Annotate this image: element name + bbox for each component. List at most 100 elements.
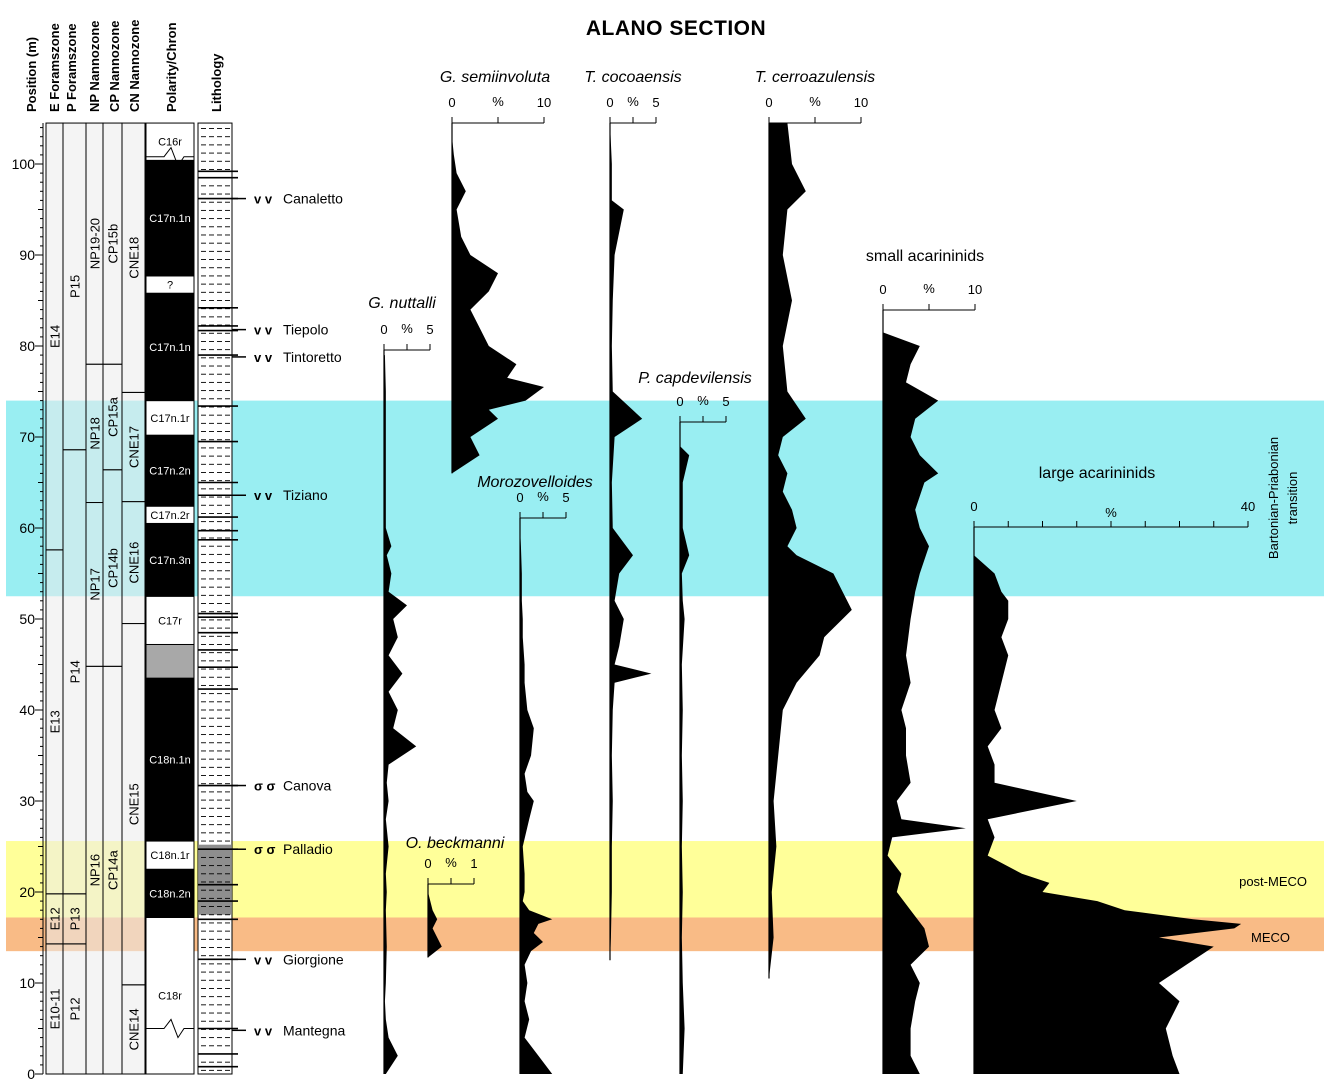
- profile-area-p-capdevilensis: [680, 446, 690, 1075]
- scale-min-label: 0: [448, 95, 455, 110]
- axis-tick-label: 10: [19, 975, 35, 991]
- profile-area-small-acarininids: [883, 332, 966, 1075]
- band-label-bartonian: Bartonian-Priabonian: [1266, 437, 1281, 559]
- np-nannozone-header: NP Nannozone: [87, 21, 102, 113]
- scale-max-label: 10: [854, 95, 868, 110]
- position-axis-label: Position (m): [24, 37, 39, 112]
- chron-c17n-1r-9: [145, 400, 195, 436]
- marker-levels: v v Canaletto v v Tiepolo v v Tintoretto v v Ti…: [232, 191, 345, 1038]
- series-title-small-acarininids: small acarininids: [866, 248, 984, 265]
- scale-unit-label: %: [809, 94, 821, 109]
- series-title-t-cerroazulensis: T. cerroazulensis: [755, 69, 875, 86]
- chron-c17n-1n-10: [145, 292, 195, 402]
- level-marker-tintoretto: v v: [254, 350, 273, 365]
- axis-tick-label: 100: [12, 156, 36, 172]
- zone-label-e12: E12: [48, 907, 63, 930]
- band-label-post-meco: post-MECO: [1239, 874, 1307, 889]
- cn-nannozone-header: CN Nannozone: [127, 20, 142, 112]
- level-name-canaletto: Canaletto: [283, 191, 343, 207]
- series-t-cocoaensis: 0% 5 T. cocoaensis: [584, 69, 682, 961]
- scale-unit-label: %: [627, 94, 639, 109]
- series-title-g-semiinvoluta: G. semiinvoluta: [440, 69, 550, 86]
- chron-c17r-5: [145, 595, 195, 645]
- series-small-acarininids: 0% 10 small acarininids: [866, 248, 984, 1075]
- scale-unit-label: %: [1105, 505, 1117, 520]
- profile-area-morozovelloides: [520, 528, 553, 1074]
- series-o-beckmanni: 0% 1 O. beckmanni: [406, 835, 505, 958]
- biozone-columns: E10-11 E12 E13 E14 P12 P13 P14 P15 NP16 NP17 NP18 N…: [45, 122, 146, 1075]
- zone-label-p13: P13: [68, 907, 83, 930]
- axis-tick-label: 80: [19, 338, 35, 354]
- zone-label-np17: NP17: [88, 568, 103, 601]
- scale-min-label: 0: [970, 499, 977, 514]
- chron-label: C18n.2n: [149, 888, 191, 900]
- chron-label: C17n.3n: [149, 555, 191, 567]
- scale-max-label: 10: [968, 282, 982, 297]
- series-large-acarininids: 0% 40 large acarininids: [970, 465, 1255, 1074]
- chron-c17n-2n-8: [145, 434, 195, 507]
- chron-label: C18n.1n: [149, 755, 191, 767]
- zone-label-cne16: CNE16: [127, 542, 142, 584]
- chron-c16r-13: [145, 122, 195, 161]
- scale-min-label: 0: [424, 856, 431, 871]
- scale-unit-label: %: [697, 393, 709, 408]
- series-title-p-capdevilensis: P. capdevilensis: [638, 370, 752, 387]
- zone-label-e10-11: E10-11: [48, 988, 63, 1029]
- band-label-transition: transition: [1285, 472, 1300, 525]
- profile-area-g-nuttalli: [384, 355, 417, 1075]
- chron-label: C17r: [158, 615, 182, 627]
- axis-tick-label: 30: [19, 793, 35, 809]
- scale-unit-label: %: [401, 321, 413, 336]
- level-marker-tiziano: v v: [254, 488, 273, 503]
- axis-tick-label: 90: [19, 247, 35, 263]
- axis-tick-label: 0: [27, 1066, 35, 1079]
- level-name-mantegna: Mantegna: [283, 1022, 345, 1038]
- band-label-meco: MECO: [1251, 930, 1290, 945]
- chron-gap-4: [145, 643, 195, 679]
- scale-max-label: 10: [537, 95, 551, 110]
- level-name-tintoretto: Tintoretto: [283, 349, 342, 365]
- zone-label-cp14a: CP14a: [106, 850, 121, 891]
- chron-label: C17n.2n: [149, 466, 191, 478]
- chron-label: C17n.1r: [150, 413, 189, 425]
- axis-tick-label: 40: [19, 702, 35, 718]
- series-title-o-beckmanni: O. beckmanni: [406, 835, 505, 852]
- scale-unit-label: %: [492, 94, 504, 109]
- chart-title: ALANO SECTION: [586, 17, 766, 40]
- chron-label: C18r: [158, 991, 182, 1003]
- chron-label: C18n.1r: [150, 850, 189, 862]
- profile-area-o-beckmanni: [428, 892, 442, 958]
- scale-unit-label: %: [445, 855, 457, 870]
- zone-label-np16: NP16: [88, 854, 103, 887]
- profile-area-g-semiinvoluta: [452, 136, 544, 474]
- scale-max-label: 5: [722, 394, 729, 409]
- chron-label: C16r: [158, 137, 182, 149]
- level-marker-tiepolo: v v: [254, 323, 273, 338]
- profile-area-t-cerroazulensis: [769, 123, 852, 979]
- level-name-palladio: Palladio: [283, 841, 333, 857]
- scale-max-label: 5: [426, 322, 433, 337]
- chron-label: ?: [167, 280, 173, 292]
- level-name-giorgione: Giorgione: [283, 951, 344, 967]
- chron-c18n-1n-3: [145, 677, 195, 842]
- zone-label-e13: E13: [48, 710, 63, 733]
- cp-nannozone-header: CP Nannozone: [107, 21, 122, 113]
- zone-label-cne14: CNE14: [127, 1008, 142, 1050]
- series-p-capdevilensis: 0% 5 P. capdevilensis: [638, 370, 752, 1075]
- level-marker-canaletto: v v: [254, 192, 273, 207]
- profile-area-large-acarininids: [974, 555, 1242, 1074]
- series-t-cerroazulensis: 0% 10 T. cerroazulensis: [755, 69, 875, 979]
- zone-label-cne18: CNE18: [127, 237, 142, 279]
- scale-max-label: 40: [1241, 499, 1255, 514]
- chron-c18r-0: [145, 916, 195, 1075]
- chron-break-zigzag: [146, 146, 194, 167]
- zone-label-cne15: CNE15: [127, 783, 142, 825]
- scale-min-label: 0: [765, 95, 772, 110]
- zone-cn-cne18: [121, 122, 146, 393]
- level-marker-giorgione: v v: [254, 952, 273, 967]
- scale-max-label: 1: [470, 856, 477, 871]
- p-foramszone-header: P Foramszone: [64, 23, 79, 112]
- zone-label-p12: P12: [68, 997, 83, 1020]
